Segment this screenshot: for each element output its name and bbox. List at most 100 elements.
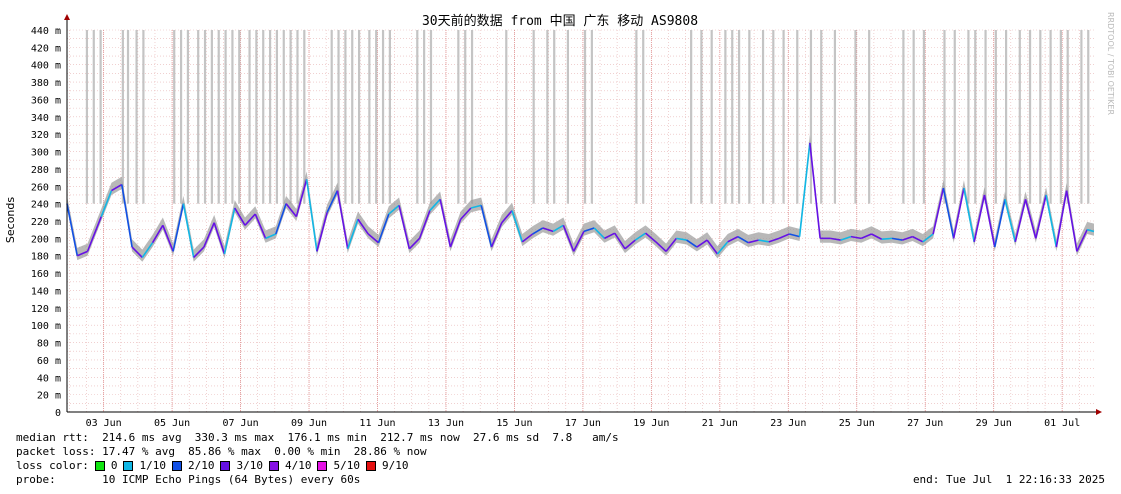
loss-color-swatch bbox=[171, 460, 182, 471]
x-tick-label: 09 Jun bbox=[291, 418, 327, 429]
probe-info: probe: 10 ICMP Echo Pings (64 Bytes) eve… bbox=[16, 473, 361, 486]
packet-loss-spike bbox=[820, 30, 823, 204]
y-tick-label: 100 m bbox=[31, 321, 61, 332]
packet-loss-spike bbox=[1018, 30, 1021, 204]
packet-loss-spike bbox=[1066, 30, 1069, 204]
packet-loss-spike bbox=[238, 30, 241, 204]
x-tick-label: 19 Jun bbox=[633, 418, 669, 429]
packet-loss-spike bbox=[457, 30, 460, 204]
median-segment bbox=[234, 207, 246, 226]
median-segment bbox=[162, 225, 174, 252]
loss-color-swatch bbox=[317, 460, 328, 471]
packet-loss-spike bbox=[761, 30, 765, 204]
x-axis-arrow bbox=[1096, 409, 1102, 415]
median-segment bbox=[131, 246, 143, 259]
packet-loss-spike bbox=[92, 30, 95, 204]
median-segment bbox=[696, 239, 708, 248]
median-segment bbox=[1035, 194, 1047, 239]
loss-color-legend: loss color: 0 1/10 2/10 3/10 4/10 5/10 9/10 bbox=[16, 459, 408, 472]
packet-loss-spike bbox=[357, 30, 361, 204]
median-segment bbox=[254, 213, 267, 239]
x-tick-label: 03 Jun bbox=[86, 418, 122, 429]
median-segment bbox=[624, 239, 636, 250]
x-tick-label: 07 Jun bbox=[223, 418, 259, 429]
y-tick-label: 240 m bbox=[31, 200, 61, 211]
packet-loss-spike bbox=[566, 30, 570, 204]
packet-loss-spike bbox=[197, 30, 200, 204]
packet-loss-spike bbox=[974, 30, 977, 204]
packet-loss-spike bbox=[953, 30, 956, 204]
y-tick-label: 420 m bbox=[31, 43, 61, 54]
packet-loss-spike bbox=[99, 30, 102, 204]
packet-loss-spike bbox=[330, 30, 333, 204]
loss-color-legend-label: 3/10 bbox=[236, 459, 263, 472]
median-segment bbox=[860, 233, 872, 240]
packet-loss-spike bbox=[796, 30, 799, 204]
y-tick-label: 180 m bbox=[31, 252, 61, 263]
median-segment bbox=[275, 203, 287, 235]
median-segment bbox=[326, 190, 339, 213]
packet-loss-spike bbox=[700, 30, 703, 204]
x-tick-label: 01 Jul bbox=[1044, 418, 1080, 429]
median-segment bbox=[316, 212, 328, 252]
median-segment bbox=[1065, 190, 1078, 252]
median-segment bbox=[963, 187, 975, 242]
median-segment bbox=[562, 225, 575, 252]
y-tick-label: 40 m bbox=[37, 373, 61, 384]
median-segment bbox=[676, 237, 687, 241]
packet-loss-spike bbox=[710, 30, 713, 204]
median-segment bbox=[408, 237, 421, 250]
median-segment bbox=[100, 190, 113, 217]
packet-loss-spike bbox=[351, 30, 354, 204]
median-segment bbox=[213, 222, 226, 255]
median-segment bbox=[439, 199, 452, 248]
packet-loss-spike bbox=[868, 30, 871, 204]
y-tick-label: 160 m bbox=[31, 269, 61, 280]
median-segment bbox=[120, 184, 133, 248]
loss-color-swatch bbox=[94, 460, 105, 471]
x-tick-label: 05 Jun bbox=[154, 418, 190, 429]
packet-loss-spike bbox=[505, 30, 508, 204]
packet-loss-spike bbox=[217, 30, 220, 204]
median-segment bbox=[388, 204, 400, 215]
x-tick-label: 17 Jun bbox=[565, 418, 601, 429]
median-segment bbox=[778, 233, 790, 240]
y-tick-label: 300 m bbox=[31, 148, 61, 159]
median-segment bbox=[357, 218, 369, 235]
packet-loss-spike bbox=[1049, 30, 1052, 204]
median-segment bbox=[418, 210, 431, 239]
median-segment bbox=[470, 204, 482, 209]
median-segment bbox=[665, 237, 677, 252]
packet-loss-spike bbox=[186, 30, 190, 204]
packet-loss-spike bbox=[809, 30, 813, 204]
median-segment bbox=[346, 219, 359, 250]
packet-loss-spike bbox=[1028, 30, 1032, 204]
median-segment bbox=[1014, 199, 1027, 243]
median-segment bbox=[655, 241, 667, 252]
x-tick-label: 29 Jun bbox=[976, 418, 1012, 429]
packet-loss-spike bbox=[1004, 30, 1008, 204]
median-segment bbox=[490, 222, 503, 248]
packet-loss-spike bbox=[210, 30, 213, 204]
packet-loss-spike bbox=[135, 30, 138, 204]
median-segment bbox=[480, 205, 493, 248]
median-segment bbox=[511, 210, 524, 243]
median-segment bbox=[223, 207, 236, 255]
median-segment bbox=[367, 233, 380, 244]
packet-loss-spike bbox=[179, 30, 183, 204]
packet-loss-spike bbox=[231, 30, 234, 204]
packet-loss-spike bbox=[262, 30, 265, 204]
y-tick-label: 20 m bbox=[37, 391, 61, 402]
median-segment bbox=[593, 227, 606, 239]
y-tick-label: 80 m bbox=[37, 339, 61, 350]
median-segment bbox=[265, 233, 277, 240]
median-segment bbox=[501, 210, 513, 224]
packet-loss-spike bbox=[121, 30, 124, 204]
y-tick-label: 60 m bbox=[37, 356, 61, 367]
packet-loss-spike bbox=[303, 30, 306, 204]
y-axis-arrow bbox=[64, 14, 70, 20]
median-segment bbox=[151, 224, 164, 244]
y-tick-label: 340 m bbox=[31, 113, 61, 124]
packet-loss-spike bbox=[416, 30, 419, 204]
median-segment bbox=[86, 216, 102, 252]
